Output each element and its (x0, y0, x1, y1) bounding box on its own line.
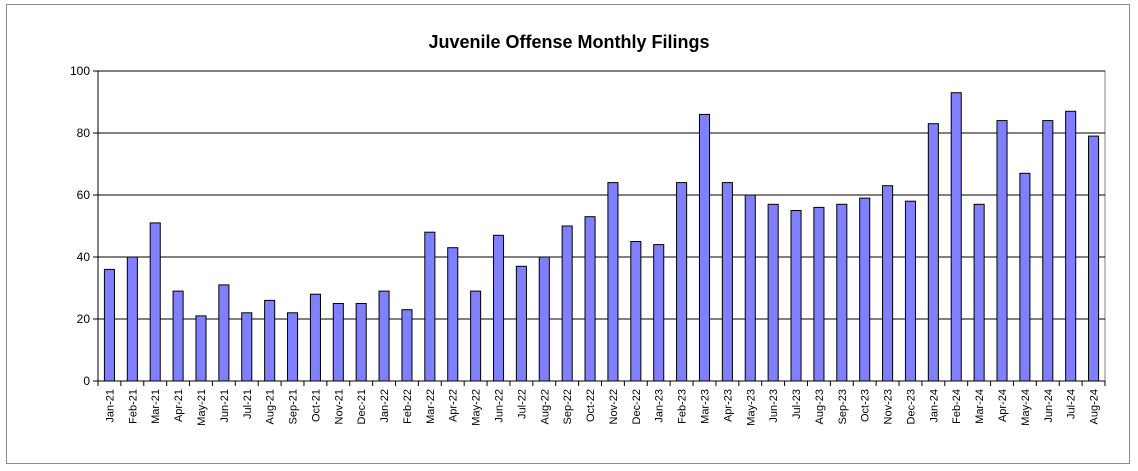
y-tick-label: 0 (83, 374, 90, 388)
bar (286, 312, 299, 382)
y-tick-label: 80 (77, 126, 91, 140)
bar (149, 222, 161, 382)
x-tick-label: Aug-21 (265, 389, 277, 424)
x-tick-label: May-22 (471, 389, 483, 426)
bar (561, 225, 573, 382)
bar (1042, 120, 1054, 382)
x-tick-label: Dec-23 (905, 389, 917, 424)
x-tick-label: May-24 (1020, 389, 1032, 426)
bar (447, 247, 459, 382)
x-tick-label: Oct-22 (585, 389, 597, 422)
x-tick-label: Jul-21 (242, 389, 254, 419)
bar (950, 92, 962, 382)
x-tick-label: Jun-23 (768, 389, 780, 423)
x-tick-label: Jul-23 (791, 389, 803, 419)
chart-title: Juvenile Offense Monthly Filings (428, 32, 709, 52)
x-tick-label: Dec-22 (631, 389, 643, 424)
bar (126, 256, 138, 382)
bar (195, 315, 207, 382)
bar (424, 231, 436, 382)
bar (973, 203, 985, 382)
bar (630, 241, 642, 382)
y-axis: 0 20 40 60 80 100 (70, 64, 99, 388)
x-tick-label: Jan-23 (654, 389, 666, 423)
bar (607, 182, 619, 382)
bar (172, 290, 184, 382)
x-tick-label: Jun-22 (494, 389, 506, 423)
bar (103, 268, 115, 382)
x-tick-label: Jun-21 (219, 389, 231, 423)
x-tick-label: Jul-24 (1066, 389, 1078, 419)
y-tick-label: 20 (77, 312, 91, 326)
x-tick-label: Apr-21 (173, 389, 185, 422)
x-tick-label: Mar-21 (150, 389, 162, 424)
x-tick-label: Apr-23 (722, 389, 734, 422)
bar (584, 216, 596, 382)
bar (996, 120, 1008, 382)
x-tick-label: Jul-22 (516, 389, 528, 419)
bar (767, 203, 779, 382)
x-tick-label: Oct-23 (860, 389, 872, 422)
x-tick-label: Nov-23 (883, 389, 895, 424)
x-tick-label: Feb-23 (677, 389, 689, 424)
x-tick-label: Sep-23 (837, 389, 849, 424)
bar (653, 244, 665, 382)
bar (1065, 110, 1077, 382)
bar (218, 284, 230, 382)
x-tick-label: Mar-22 (425, 389, 437, 424)
bar (470, 290, 482, 382)
bars (103, 92, 1100, 382)
bar (492, 234, 505, 382)
x-tick-label: Feb-22 (402, 389, 414, 424)
x-axis: Jan-21 Feb-21 Mar-21 Apr-21 May-21 Jun-21 Jul-… (97, 380, 1106, 426)
bar (1088, 135, 1100, 382)
x-tick-label: May-21 (196, 389, 208, 426)
bar (859, 197, 871, 382)
x-tick-label: Jan-24 (928, 389, 940, 423)
bar (698, 113, 711, 382)
bar (744, 194, 756, 382)
bar (309, 293, 321, 382)
bar (538, 256, 550, 382)
bar (1019, 172, 1031, 382)
bar (355, 303, 367, 382)
x-tick-label: Aug-22 (539, 389, 551, 424)
bar (332, 303, 344, 382)
x-tick-label: Jan-21 (104, 389, 116, 423)
x-tick-label: Aug-23 (814, 389, 826, 424)
x-tick-label: Sep-22 (562, 389, 574, 424)
bar (836, 203, 848, 382)
x-tick-label: Nov-22 (608, 389, 620, 424)
x-tick-label: Feb-24 (951, 389, 963, 424)
x-tick-label: May-23 (745, 389, 757, 426)
bar (378, 290, 390, 382)
bar (401, 309, 413, 382)
bar (927, 123, 939, 382)
bar (721, 182, 733, 382)
x-tick-label: Jan-22 (379, 389, 391, 423)
bar (882, 185, 894, 382)
y-tick-label: 40 (77, 250, 91, 264)
bar (676, 182, 688, 382)
y-tick-label: 100 (70, 64, 90, 78)
x-tick-label: Apr-22 (448, 389, 460, 422)
bar (264, 299, 276, 382)
x-tick-label: Oct-21 (310, 389, 322, 422)
x-tick-label: Nov-21 (333, 389, 345, 424)
bar (515, 265, 527, 382)
x-tick-label: Jun-24 (1043, 389, 1055, 423)
x-tick-label: Sep-21 (288, 389, 300, 424)
x-tick-label: Mar-23 (699, 389, 711, 424)
bar (904, 200, 917, 382)
y-tick-label: 60 (77, 188, 91, 202)
x-tick-label: Aug-24 (1089, 389, 1101, 424)
x-tick-label: Dec-21 (356, 389, 368, 424)
bar (790, 210, 802, 382)
x-tick-label: Feb-21 (127, 389, 139, 424)
bar (813, 206, 825, 382)
x-tick-label: Apr-24 (997, 389, 1009, 422)
bar (241, 312, 253, 382)
x-tick-label: Mar-24 (974, 389, 986, 424)
